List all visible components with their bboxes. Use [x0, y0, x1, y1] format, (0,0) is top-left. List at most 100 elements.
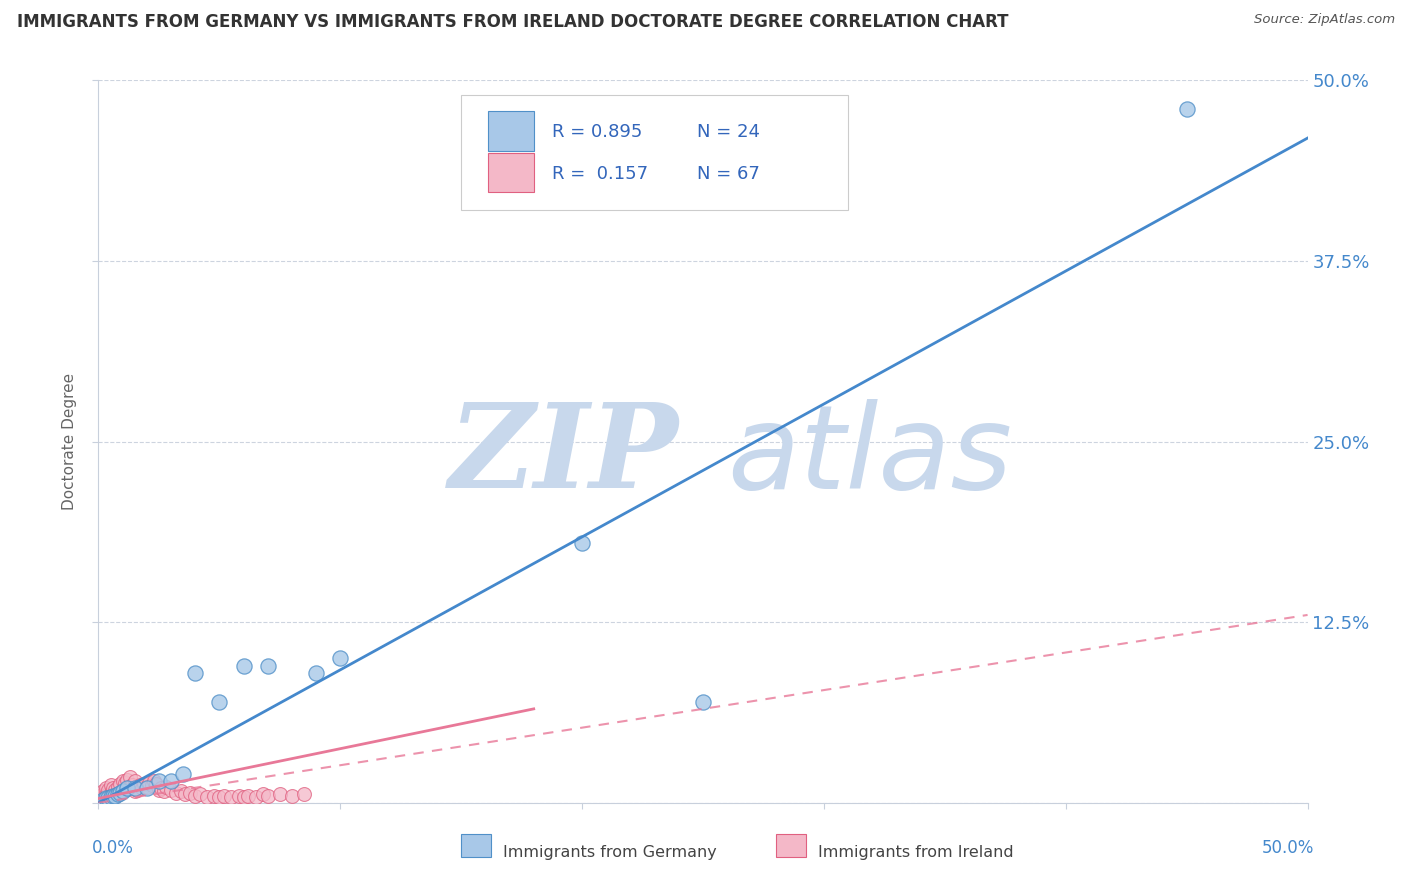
- Point: [208, 695, 231, 709]
- Point: [108, 786, 131, 800]
- Point: [91, 793, 114, 807]
- Y-axis label: Doctorate Degree: Doctorate Degree: [62, 373, 77, 510]
- FancyBboxPatch shape: [488, 112, 534, 151]
- Point: [256, 658, 278, 673]
- Point: [195, 790, 218, 805]
- Point: [118, 770, 141, 784]
- Point: [134, 777, 156, 791]
- Point: [114, 775, 136, 789]
- Point: [118, 780, 141, 794]
- Point: [100, 779, 122, 793]
- Point: [228, 789, 250, 803]
- Point: [97, 791, 120, 805]
- Text: ZIP: ZIP: [449, 399, 679, 514]
- Text: 50.0%: 50.0%: [1261, 838, 1313, 857]
- Point: [90, 791, 112, 805]
- Text: IMMIGRANTS FROM GERMANY VS IMMIGRANTS FROM IRELAND DOCTORATE DEGREE CORRELATION : IMMIGRANTS FROM GERMANY VS IMMIGRANTS FR…: [17, 13, 1008, 31]
- Point: [128, 779, 150, 793]
- Point: [91, 784, 114, 798]
- Point: [269, 787, 291, 801]
- Text: Immigrants from Ireland: Immigrants from Ireland: [818, 845, 1014, 860]
- Point: [104, 789, 127, 803]
- Point: [188, 787, 211, 801]
- Point: [91, 790, 114, 805]
- Point: [111, 784, 134, 798]
- Point: [155, 780, 177, 794]
- Point: [148, 782, 170, 797]
- Point: [245, 790, 267, 805]
- Point: [692, 695, 714, 709]
- Point: [212, 789, 235, 803]
- Point: [121, 779, 143, 793]
- Point: [141, 779, 163, 793]
- Point: [135, 780, 157, 794]
- Point: [94, 791, 117, 805]
- Text: N = 67: N = 67: [697, 165, 759, 183]
- Point: [100, 790, 122, 805]
- Point: [152, 784, 174, 798]
- Point: [117, 781, 139, 796]
- Point: [221, 790, 243, 805]
- Point: [143, 774, 166, 789]
- Point: [117, 781, 139, 796]
- FancyBboxPatch shape: [461, 834, 492, 857]
- Point: [117, 772, 139, 787]
- Point: [131, 781, 153, 796]
- Point: [160, 782, 183, 797]
- Point: [94, 781, 117, 796]
- Text: N = 24: N = 24: [697, 123, 761, 141]
- Point: [124, 781, 146, 796]
- Point: [329, 651, 352, 665]
- Point: [111, 784, 134, 798]
- Point: [104, 789, 127, 803]
- Point: [97, 787, 120, 801]
- Point: [1175, 102, 1198, 116]
- Point: [145, 777, 167, 791]
- FancyBboxPatch shape: [776, 834, 806, 857]
- Point: [238, 789, 260, 803]
- Point: [107, 787, 129, 801]
- Point: [256, 789, 278, 803]
- Point: [184, 665, 207, 680]
- Point: [108, 777, 131, 791]
- Point: [91, 787, 114, 801]
- Text: R = 0.895: R = 0.895: [551, 123, 643, 141]
- Point: [124, 774, 146, 789]
- Point: [135, 781, 157, 796]
- Point: [90, 789, 112, 803]
- Point: [305, 665, 328, 680]
- Point: [101, 781, 124, 796]
- Point: [184, 789, 207, 803]
- Point: [292, 787, 315, 801]
- Point: [281, 789, 304, 803]
- Point: [104, 782, 127, 797]
- Point: [160, 774, 183, 789]
- Point: [107, 780, 129, 794]
- Text: Source: ZipAtlas.com: Source: ZipAtlas.com: [1254, 13, 1395, 27]
- Point: [172, 767, 194, 781]
- Point: [114, 782, 136, 797]
- Point: [232, 790, 254, 805]
- Point: [107, 787, 129, 801]
- Point: [204, 789, 226, 803]
- Point: [101, 787, 124, 801]
- FancyBboxPatch shape: [461, 95, 848, 211]
- Point: [101, 789, 124, 803]
- Point: [179, 786, 201, 800]
- Text: R =  0.157: R = 0.157: [551, 165, 648, 183]
- Point: [169, 784, 191, 798]
- Point: [165, 786, 187, 800]
- Point: [148, 774, 170, 789]
- Point: [90, 793, 112, 807]
- Text: atlas: atlas: [727, 399, 1012, 513]
- Point: [94, 786, 117, 800]
- Point: [571, 535, 593, 549]
- Point: [208, 790, 231, 805]
- Point: [100, 786, 122, 800]
- Point: [111, 774, 134, 789]
- Point: [174, 787, 197, 801]
- Point: [150, 781, 173, 796]
- Point: [108, 786, 131, 800]
- Point: [252, 787, 274, 801]
- Point: [94, 789, 117, 803]
